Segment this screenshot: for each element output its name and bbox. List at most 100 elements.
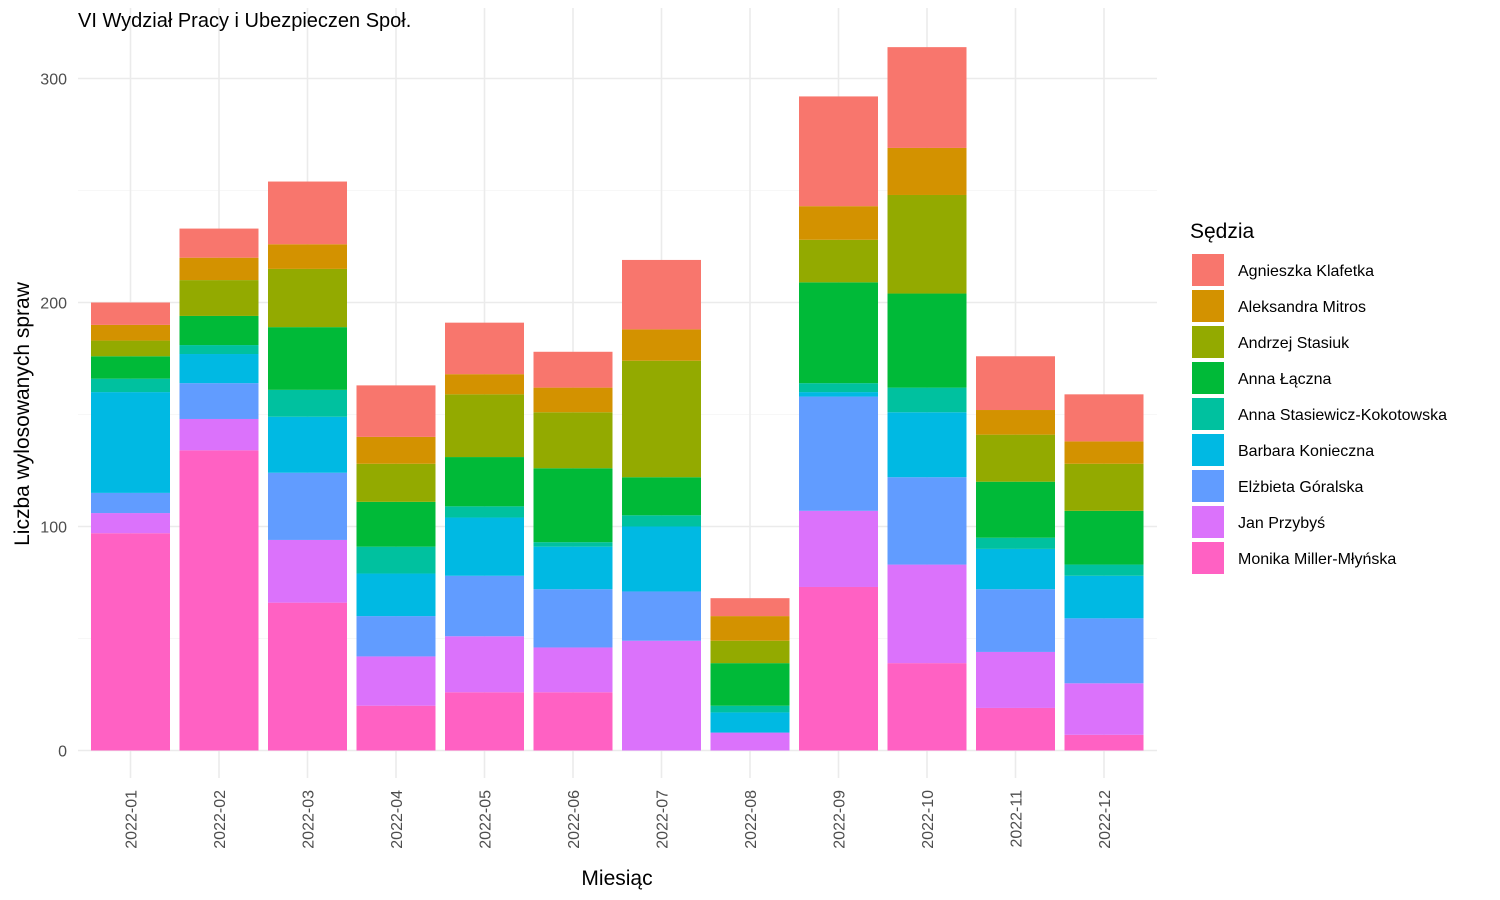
bar-segment: [179, 383, 259, 419]
bar-segment: [445, 575, 524, 637]
bar-segment: [976, 434, 1055, 482]
y-axis-title: Liczba wylosowanych spraw: [11, 281, 34, 546]
legend-title: Sędzia: [1190, 220, 1255, 243]
bar-segment: [976, 548, 1055, 590]
bar-segment: [445, 457, 524, 507]
axis-layer: 0 100 200 300 2022-01 2022-02 2022-03 2022-04 20…: [40, 72, 1114, 849]
bar-segment: [976, 537, 1055, 549]
legend-key: [1192, 434, 1224, 466]
bar-segment: [179, 257, 259, 281]
bar-segment: [356, 385, 436, 437]
bar-segment: [268, 327, 347, 390]
legend-label: Andrzej Stasiuk: [1238, 335, 1350, 352]
x-tick-label: 2022-03: [301, 790, 318, 849]
bar-segment: [268, 539, 347, 603]
bar-segment: [91, 492, 170, 514]
bar-segment: [533, 589, 613, 648]
bar-segment: [976, 589, 1055, 652]
bar-segment: [445, 374, 524, 395]
y-tick-label: 200: [40, 296, 67, 313]
bar-segment: [268, 244, 347, 269]
bar-segment: [179, 418, 259, 451]
legend-key: [1192, 326, 1224, 358]
bar-segment: [799, 383, 878, 393]
bar-segment: [91, 378, 170, 393]
x-tick-label: 2022-02: [212, 790, 229, 849]
bar-segment: [533, 351, 613, 388]
legend-key: [1192, 254, 1224, 286]
bar-segment: [887, 194, 967, 294]
bar-segment: [622, 526, 701, 592]
bar-segment: [1064, 618, 1144, 684]
y-tick-label: 100: [40, 520, 67, 537]
bar-segment: [91, 324, 170, 341]
bar-segment: [91, 392, 170, 493]
x-tick-label: 2022-09: [832, 790, 849, 849]
bar-segment: [91, 513, 170, 534]
bar-segment: [710, 598, 790, 617]
bar-segment: [533, 412, 613, 469]
legend-key: [1192, 470, 1224, 502]
bar-segment: [356, 501, 436, 547]
bar-segment: [268, 389, 347, 417]
bar-segment: [179, 354, 259, 384]
bar-segment: [268, 472, 347, 540]
x-tick-label: 2022-10: [920, 790, 937, 849]
y-tick-label: 0: [58, 744, 67, 761]
bar-segment: [622, 259, 701, 330]
bar-segment: [887, 387, 967, 413]
x-tick-label: 2022-01: [124, 790, 141, 849]
bar-segment: [179, 315, 259, 346]
bar-segment: [622, 515, 701, 527]
bar-segment: [356, 705, 436, 751]
bar-segment: [533, 542, 613, 547]
x-tick-label: 2022-04: [389, 790, 406, 849]
bar-segment: [533, 546, 613, 590]
bar-segment: [799, 239, 878, 283]
bar-segment: [710, 616, 790, 641]
bar-segment: [533, 387, 613, 413]
chart-title: VI Wydział Pracy i Ubezpieczen Społ.: [78, 10, 411, 32]
bar-segment: [91, 302, 170, 325]
bar-segment: [91, 356, 170, 379]
bar-segment: [179, 280, 259, 316]
legend-label: Agnieszka Klafetka: [1238, 263, 1374, 280]
bar-segment: [356, 463, 436, 502]
bar-segment: [710, 732, 790, 751]
bar-segment: [179, 450, 259, 751]
bar-segment: [799, 586, 878, 751]
bar-segment: [1064, 463, 1144, 511]
bar-segment: [445, 322, 524, 375]
bar-segment: [1064, 510, 1144, 565]
bar-segment: [799, 96, 878, 207]
bar-segment: [445, 636, 524, 693]
bar-segment: [710, 640, 790, 664]
bar-segment: [887, 477, 967, 565]
legend-key: [1192, 506, 1224, 538]
bar-layer: [91, 47, 1144, 751]
bar-segment: [976, 481, 1055, 538]
bar-segment: [976, 707, 1055, 751]
bar-segment: [976, 651, 1055, 708]
legend-key: [1192, 362, 1224, 394]
bar-segment: [887, 663, 967, 751]
legend-label: Barbara Konieczna: [1238, 443, 1374, 460]
bar-segment: [622, 640, 701, 751]
bar-segment: [533, 647, 613, 693]
bar-segment: [356, 436, 436, 464]
bar-segment: [976, 410, 1055, 435]
bar-segment: [887, 412, 967, 478]
y-tick-label: 300: [40, 72, 67, 89]
bar-segment: [445, 394, 524, 458]
bar-segment: [799, 392, 878, 397]
x-tick-label: 2022-06: [566, 790, 583, 849]
bar-segment: [1064, 394, 1144, 442]
bar-segment: [622, 360, 701, 478]
bar-segment: [445, 506, 524, 518]
legend-label: Monika Miller-Młyńska: [1238, 551, 1396, 568]
bar-segment: [356, 616, 436, 657]
bar-segment: [710, 663, 790, 706]
legend-label: Elżbieta Góralska: [1238, 479, 1363, 496]
bar-segment: [1064, 564, 1144, 576]
